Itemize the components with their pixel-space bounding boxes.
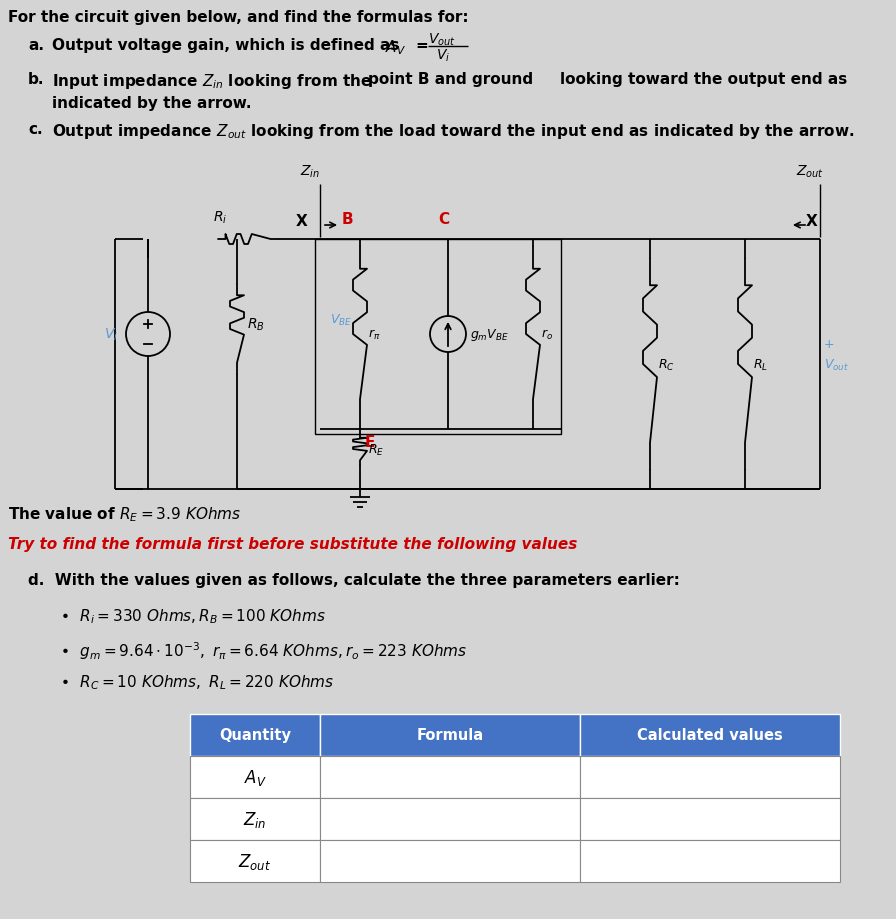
Bar <box>190 798 320 840</box>
Text: $A_V$: $A_V$ <box>244 767 266 788</box>
Text: Output impedance $Z_{out}$ looking from the load toward the input end as indicat: Output impedance $Z_{out}$ looking from … <box>52 122 855 141</box>
Text: •  $g_m = 9.64 \cdot 10^{-3},\ r_{\pi} = 6.64\ KOhms, r_o = 223\ KOhms$: • $g_m = 9.64 \cdot 10^{-3},\ r_{\pi} = … <box>60 640 468 661</box>
Bar <box>190 756 320 798</box>
Text: $V_i$: $V_i$ <box>436 48 450 64</box>
Text: X: X <box>296 214 308 229</box>
Text: $r_\pi$: $r_\pi$ <box>368 327 381 342</box>
Text: Calculated values: Calculated values <box>637 728 783 743</box>
Bar <box>580 714 840 756</box>
Text: $R_L$: $R_L$ <box>753 357 768 372</box>
Text: For the circuit given below, and find the formulas for:: For the circuit given below, and find th… <box>8 10 469 25</box>
Text: d.  With the values given as follows, calculate the three parameters earlier:: d. With the values given as follows, cal… <box>28 573 680 587</box>
Text: $V_i$: $V_i$ <box>104 326 118 343</box>
Text: Output voltage gain, which is defined as: Output voltage gain, which is defined as <box>52 38 405 53</box>
Text: X: X <box>806 214 818 229</box>
Text: $Z_{out}$: $Z_{out}$ <box>796 164 824 180</box>
Bar <box>580 798 840 840</box>
Text: $A_V$: $A_V$ <box>385 38 406 57</box>
Text: Input impedance $Z_{in}$ looking from the: Input impedance $Z_{in}$ looking from th… <box>52 72 373 91</box>
Text: $r_o$: $r_o$ <box>541 327 553 342</box>
Text: =: = <box>415 38 427 53</box>
Text: a.: a. <box>28 38 44 53</box>
Text: looking toward the output end as: looking toward the output end as <box>560 72 848 87</box>
Bar <box>320 714 580 756</box>
Text: +: + <box>824 338 835 351</box>
Text: c.: c. <box>28 122 43 137</box>
Text: $V_{BE}$: $V_{BE}$ <box>330 312 352 327</box>
Text: Formula: Formula <box>417 728 484 743</box>
Text: •  $R_C = 10\ KOhms,\ R_L = 220\ KOhms$: • $R_C = 10\ KOhms,\ R_L = 220\ KOhms$ <box>60 673 334 691</box>
Text: E: E <box>365 435 375 449</box>
Text: $Z_{in}$: $Z_{in}$ <box>300 164 320 180</box>
Text: $R_i$: $R_i$ <box>213 210 228 226</box>
Bar <box>320 840 580 882</box>
Text: B: B <box>342 212 354 227</box>
Text: $Z_{out}$: $Z_{out}$ <box>238 851 271 871</box>
Text: $R_C$: $R_C$ <box>658 357 675 372</box>
Bar <box>190 840 320 882</box>
Bar <box>580 756 840 798</box>
Text: b.: b. <box>28 72 45 87</box>
Text: point B and ground: point B and ground <box>368 72 533 87</box>
Text: •  $R_i = 330\ Ohms, R_B = 100\ KOhms$: • $R_i = 330\ Ohms, R_B = 100\ KOhms$ <box>60 607 326 625</box>
Bar <box>580 840 840 882</box>
Text: $Z_{in}$: $Z_{in}$ <box>243 809 267 829</box>
Text: C: C <box>438 212 449 227</box>
Text: $R_E$: $R_E$ <box>368 442 384 457</box>
Bar <box>320 756 580 798</box>
Text: $V_{out}$: $V_{out}$ <box>428 32 456 49</box>
Text: indicated by the arrow.: indicated by the arrow. <box>52 96 252 111</box>
Text: Quantity: Quantity <box>219 728 291 743</box>
Text: $R_B$: $R_B$ <box>247 316 264 333</box>
Bar <box>315 240 561 435</box>
Text: $g_m V_{BE}$: $g_m V_{BE}$ <box>470 326 509 343</box>
Text: $V_{out}$: $V_{out}$ <box>824 357 849 372</box>
Bar <box>190 714 320 756</box>
Text: The value of $R_E = 3.9\ KOhms$: The value of $R_E = 3.9\ KOhms$ <box>8 505 241 523</box>
Text: Try to find the formula first before substitute the following values: Try to find the formula first before sub… <box>8 537 577 551</box>
Bar <box>320 798 580 840</box>
